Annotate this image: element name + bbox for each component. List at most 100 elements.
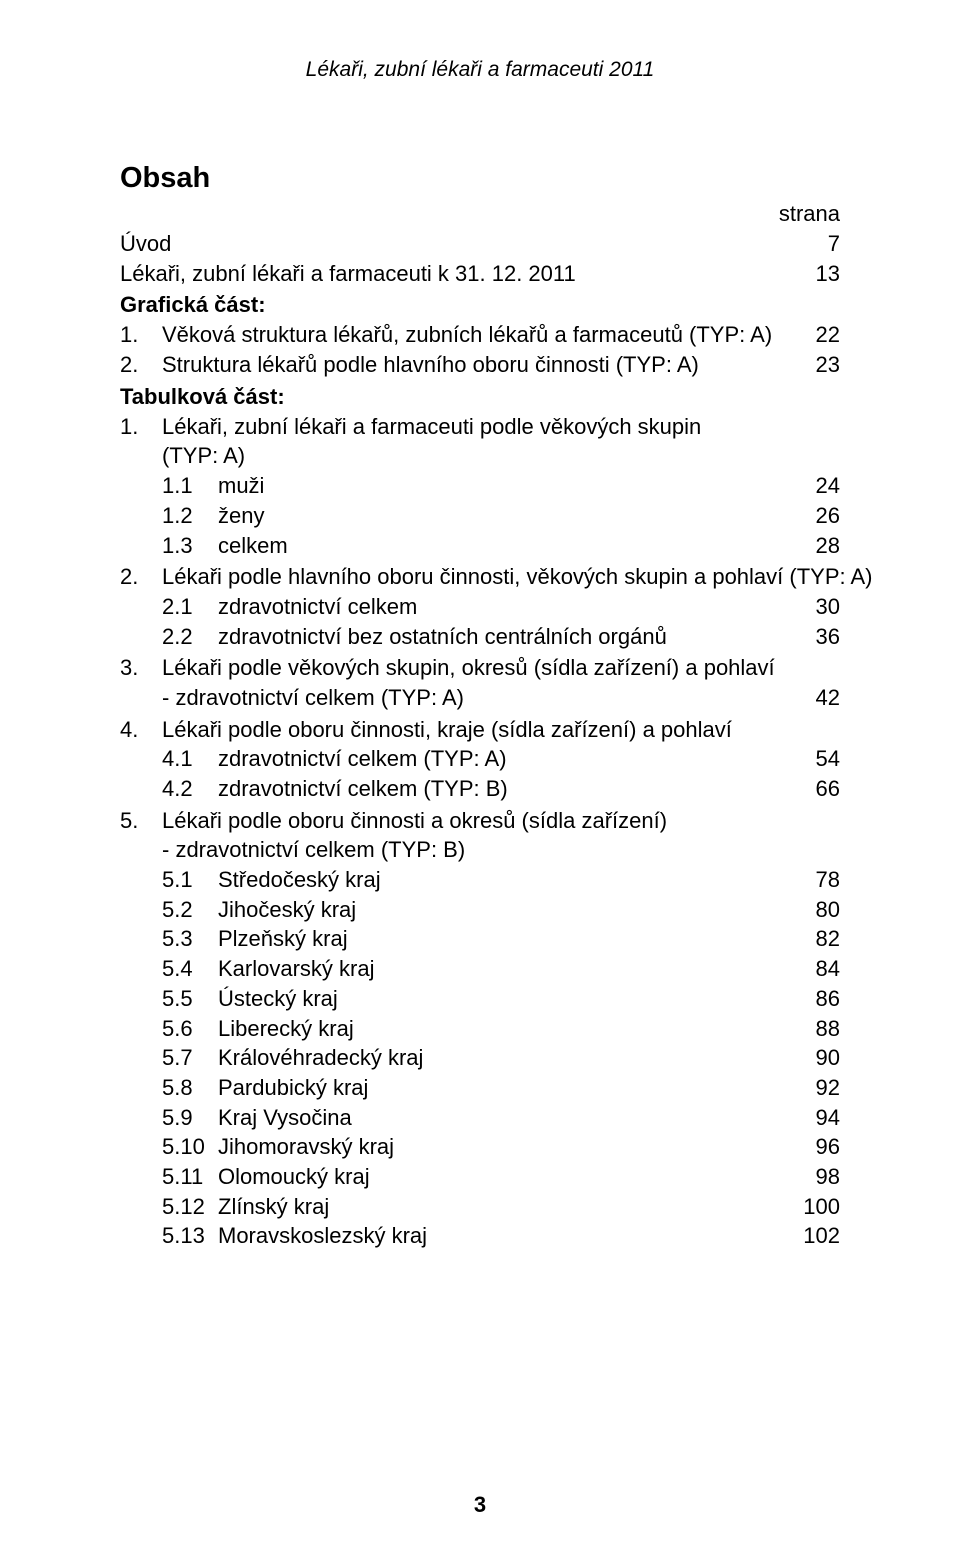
toc-label: Lékaři podle hlavního oboru činnosti, vě… <box>162 562 873 592</box>
toc-label: ženy <box>218 501 264 531</box>
footer-page-number: 3 <box>0 1492 960 1518</box>
running-header: Lékaři, zubní lékaři a farmaceuti 2011 <box>120 58 840 82</box>
toc-page: 86 <box>816 984 840 1014</box>
toc-subentry: 2.2 zdravotnictví bez ostatních centráln… <box>162 622 840 652</box>
toc-entry-cont: - zdravotnictví celkem (TYP: A) 42 <box>120 683 840 713</box>
toc-page: 96 <box>816 1132 840 1162</box>
toc-page: 42 <box>816 683 840 713</box>
sub-number: 5.7 <box>162 1043 218 1073</box>
sub-number: 5.6 <box>162 1014 218 1044</box>
toc-subentry: 5.12Zlínský kraj100 <box>162 1192 840 1222</box>
toc-label: Moravskoslezský kraj <box>218 1221 427 1251</box>
toc-subentry: 5.3Plzeňský kraj82 <box>162 924 840 954</box>
document-page: Lékaři, zubní lékaři a farmaceuti 2011 O… <box>0 0 960 1566</box>
sub-number: 4.1 <box>162 744 218 774</box>
toc-label: Plzeňský kraj <box>218 924 348 954</box>
toc-subentry: 5.13Moravskoslezský kraj 102 <box>162 1221 840 1251</box>
toc-page: 30 <box>816 592 840 622</box>
section-heading-tabulkova: Tabulková část: <box>120 384 840 410</box>
toc-entry: 3. Lékaři podle věkových skupin, okresů … <box>120 653 840 683</box>
toc-label: Liberecký kraj <box>218 1014 354 1044</box>
toc-group-5: 5. Lékaři podle oboru činnosti a okresů … <box>120 806 840 1251</box>
toc-label: Jihomoravský kraj <box>218 1132 394 1162</box>
toc-subentry: 5.9Kraj Vysočina94 <box>162 1103 840 1133</box>
toc-subentry: 5.8Pardubický kraj92 <box>162 1073 840 1103</box>
sub-number: 5.9 <box>162 1103 218 1133</box>
toc-page: 28 <box>816 531 840 561</box>
toc-label-cont: (TYP: A) <box>120 441 840 471</box>
entry-number: 2. <box>120 562 162 592</box>
toc-label: Karlovarský kraj <box>218 954 374 984</box>
toc-page: 36 <box>816 622 840 652</box>
entry-number: 4. <box>120 715 162 745</box>
toc-entry: 4. Lékaři podle oboru činnosti, kraje (s… <box>120 715 840 745</box>
toc-label-cont: - zdravotnictví celkem (TYP: B) <box>120 835 840 865</box>
sub-number: 5.8 <box>162 1073 218 1103</box>
toc-page: 22 <box>816 320 840 350</box>
sub-number: 2.2 <box>162 622 218 652</box>
toc-label: Ústecký kraj <box>218 984 338 1014</box>
toc-page: 98 <box>816 1162 840 1192</box>
entry-number: 2. <box>120 350 162 380</box>
toc-subentry: 1.2 ženy 26 <box>162 501 840 531</box>
toc-page: 100 <box>803 1192 840 1222</box>
toc-label: Středočeský kraj <box>218 865 381 895</box>
toc-entry: 2. Lékaři podle hlavního oboru činnosti,… <box>120 562 840 592</box>
strana-label: strana <box>120 201 840 227</box>
sub-number: 5.13 <box>162 1221 218 1251</box>
toc-page: 80 <box>816 895 840 925</box>
toc-group-4: 4. Lékaři podle oboru činnosti, kraje (s… <box>120 715 840 804</box>
sub-number: 4.2 <box>162 774 218 804</box>
toc-page: 102 <box>803 1221 840 1251</box>
toc-page: 78 <box>816 865 840 895</box>
toc-label: Lékaři podle věkových skupin, okresů (sí… <box>162 653 775 683</box>
toc-label: Jihočeský kraj <box>218 895 356 925</box>
sub-number: 5.10 <box>162 1132 218 1162</box>
entry-number: 3. <box>120 653 162 683</box>
toc-subentry: 5.4Karlovarský kraj84 <box>162 954 840 984</box>
toc-group-2: 2. Lékaři podle hlavního oboru činnosti,… <box>120 562 840 651</box>
sub-number: 1.3 <box>162 531 218 561</box>
sub-number: 1.2 <box>162 501 218 531</box>
entry-number: 5. <box>120 806 162 836</box>
toc-entry: 1. Lékaři, zubní lékaři a farmaceuti pod… <box>120 412 840 442</box>
toc-group-3: 3. Lékaři podle věkových skupin, okresů … <box>120 653 840 712</box>
toc-subentry: 5.6Liberecký kraj 88 <box>162 1014 840 1044</box>
toc-label: Lékaři, zubní lékaři a farmaceuti k 31. … <box>120 259 576 289</box>
toc-subentry: 1.1 muži 24 <box>162 471 840 501</box>
sub-number: 5.2 <box>162 895 218 925</box>
toc-entry: 2. Struktura lékařů podle hlavního oboru… <box>120 350 840 380</box>
toc-page: 24 <box>816 471 840 501</box>
toc-page: 7 <box>828 229 840 259</box>
sub-number: 5.1 <box>162 865 218 895</box>
toc-page: 84 <box>816 954 840 984</box>
toc-page: 13 <box>816 259 840 289</box>
toc-entry: 1. Věková struktura lékařů, zubních léka… <box>120 320 840 350</box>
toc-subentry: 1.3 celkem 28 <box>162 531 840 561</box>
toc-label: zdravotnictví bez ostatních centrálních … <box>218 622 667 652</box>
sub-number: 1.1 <box>162 471 218 501</box>
toc-page: 66 <box>816 774 840 804</box>
toc-page: 88 <box>816 1014 840 1044</box>
toc-entry: Úvod 7 <box>120 229 840 259</box>
toc-label: Věková struktura lékařů, zubních lékařů … <box>162 320 772 350</box>
toc-subentry: 4.2 zdravotnictví celkem (TYP: B) 66 <box>162 774 840 804</box>
toc-subentry: 5.11Olomoucký kraj98 <box>162 1162 840 1192</box>
toc-label: Struktura lékařů podle hlavního oboru či… <box>162 350 699 380</box>
toc-label: zdravotnictví celkem (TYP: A) <box>218 744 507 774</box>
toc-page: 23 <box>816 350 840 380</box>
toc-label: Královéhradecký kraj <box>218 1043 423 1073</box>
toc-label: Olomoucký kraj <box>218 1162 370 1192</box>
toc-subentry: 5.7Královéhradecký kraj90 <box>162 1043 840 1073</box>
toc-label: Úvod <box>120 229 171 259</box>
toc-label: zdravotnictví celkem (TYP: B) <box>218 774 508 804</box>
toc-subentry: 5.1Středočeský kraj 78 <box>162 865 840 895</box>
sub-number: 5.5 <box>162 984 218 1014</box>
toc-entry: 5. Lékaři podle oboru činnosti a okresů … <box>120 806 840 836</box>
entry-number: 1. <box>120 412 162 442</box>
entry-number: 1. <box>120 320 162 350</box>
sub-number: 5.3 <box>162 924 218 954</box>
toc-page: 26 <box>816 501 840 531</box>
sub-number: 2.1 <box>162 592 218 622</box>
toc-entry: Lékaři, zubní lékaři a farmaceuti k 31. … <box>120 259 840 289</box>
